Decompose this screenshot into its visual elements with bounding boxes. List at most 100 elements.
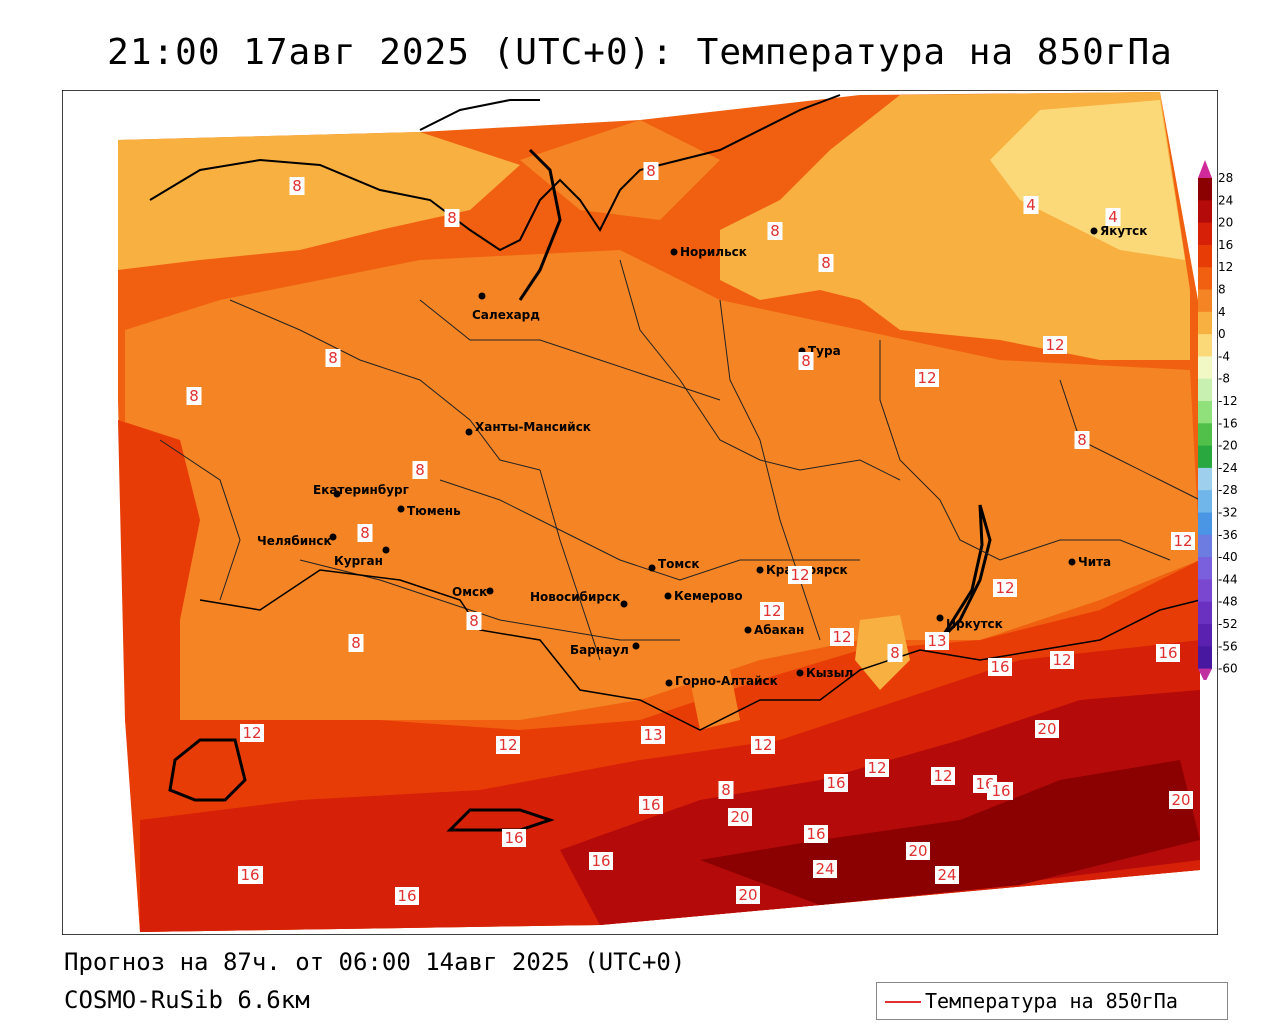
isotherm-label: 8	[1077, 431, 1087, 449]
colorbar-segment	[1198, 378, 1212, 402]
city-label: Тюмень	[407, 504, 461, 518]
colorbar-tick-label: -52	[1218, 617, 1238, 631]
mid-belt	[125, 250, 1200, 720]
city-dot	[620, 600, 628, 608]
isotherm-label: 16	[991, 782, 1010, 800]
city-dot	[465, 428, 473, 436]
colorbar-tick-label: 20	[1218, 216, 1233, 230]
isotherm-label-bg	[925, 632, 949, 650]
isotherm-label-bg	[824, 774, 848, 792]
city-label: Кемерово	[674, 589, 743, 603]
colorbar-segment	[1198, 200, 1212, 224]
colorbar-segment	[1198, 624, 1212, 647]
isotherm-label: 4	[1026, 196, 1036, 214]
city-label: Омск	[452, 585, 487, 599]
isotherm-label-bg	[240, 724, 264, 742]
isotherm-label-bg	[186, 387, 202, 405]
isotherm-label: 12	[832, 628, 851, 646]
isotherm-label-bg	[1169, 791, 1193, 809]
page-title: 21:00 17авг 2025 (UTC+0): Температура на…	[107, 32, 1173, 73]
isotherm-label-bg	[818, 254, 834, 272]
isotherm-label: 24	[815, 860, 834, 878]
isotherm-label-bg	[496, 736, 520, 754]
city-label: Горно-Алтайск	[675, 674, 778, 688]
isotherm-label-bg	[348, 634, 364, 652]
colorbar-segment	[1198, 244, 1212, 268]
isotherm-label: 12	[790, 566, 809, 584]
isotherm-label-bg	[813, 860, 837, 878]
isotherm-label: 8	[415, 461, 425, 479]
city-dot	[478, 292, 486, 300]
colorbar-tick-label: 0	[1218, 327, 1226, 341]
city-dot	[382, 546, 390, 554]
colorbar-tick-label: -44	[1218, 572, 1238, 586]
isotherm-label-bg	[931, 767, 955, 785]
isotherm-label-bg	[718, 781, 734, 799]
isotherm-label-bg	[412, 461, 428, 479]
isotherm-label-bg	[589, 852, 613, 870]
city-dot	[329, 533, 337, 541]
isotherm-label-bg	[798, 352, 814, 370]
city-dot	[670, 248, 678, 256]
isotherm-label: 20	[1037, 720, 1056, 738]
colorbar-segment	[1198, 267, 1212, 290]
city-label: Кызыл	[806, 666, 853, 680]
city-label: Тура	[808, 344, 841, 358]
isotherm-label-bg	[751, 736, 775, 754]
colorbar-segment	[1198, 467, 1212, 491]
colorbar-segment	[1198, 490, 1212, 513]
colorbar-tick-label: -4	[1218, 349, 1230, 363]
isotherm-label: 8	[189, 387, 199, 405]
isotherm-label-bg	[1156, 644, 1180, 662]
isotherm-label-bg	[915, 369, 939, 387]
colorbar-tick-label: -48	[1218, 595, 1238, 609]
isotherm-label-bg	[988, 658, 1012, 676]
isotherm-label: 24	[937, 866, 956, 884]
isotherm-label-bg	[804, 825, 828, 843]
isotherm-label: 16	[990, 658, 1009, 676]
isotherm-label: 8	[801, 352, 811, 370]
city-dot	[486, 587, 494, 595]
city-label: Барнаул	[570, 643, 629, 657]
isotherm-label-bg	[1171, 532, 1195, 550]
colorbar-segment	[1198, 334, 1212, 357]
cool-patch-baikal	[855, 615, 910, 690]
warm-zone-west	[118, 420, 200, 720]
isotherm-label: 12	[242, 724, 261, 742]
colorbar-tick-label: 8	[1218, 283, 1226, 297]
colorbar-segment	[1198, 512, 1212, 536]
isotherm-label-bg	[643, 162, 659, 180]
cooler-zone-yakutsk	[990, 100, 1185, 260]
city-label: Ханты-Мансийск	[475, 420, 591, 434]
arctic-coast	[149, 94, 841, 252]
city-label: Норильск	[680, 245, 747, 259]
city-markers: Норильск Якутск Салехард Тура Ханты-Мансийск…	[257, 224, 1147, 688]
city-label: Чита	[1078, 555, 1111, 569]
isotherm-label-bg	[1035, 720, 1059, 738]
isotherm-label: 12	[867, 759, 886, 777]
isotherm-label-bg	[887, 644, 903, 662]
colorbar-tick-label: -24	[1218, 461, 1238, 475]
city-label: Абакан	[754, 623, 804, 637]
isotherm-label: 8	[770, 222, 780, 240]
isotherm-label: 4	[1108, 208, 1118, 226]
isotherm-label-bg	[641, 726, 665, 744]
isotherm-label: 8	[469, 612, 479, 630]
isotherm-label-bg	[906, 842, 930, 860]
isotherm-labels: 8 8 8 8 8 8 4 4 8 8 8 12 8 8 8 8 12 12 12 12 12 12 12 13 13 8 12 16…	[186, 162, 1195, 905]
isotherm-label: 16	[826, 774, 845, 792]
isotherm-label-bg	[1105, 208, 1121, 226]
isotherm-label: 20	[738, 886, 757, 904]
isotherm-label-bg	[1074, 431, 1090, 449]
isotherm-label: 13	[927, 632, 946, 650]
isotherm-label-bg	[736, 886, 760, 904]
isotherm-label-bg	[466, 612, 482, 630]
city-label: Новосибирск	[530, 590, 620, 604]
isotherm-label: 8	[351, 634, 361, 652]
isotherm-label-bg	[1050, 651, 1074, 669]
colorbar: 28 24 20 16 12 8 4 0 -4 -8 -12 -16 -20 -24 -28 -32 -36 -4…	[1198, 160, 1238, 680]
city-label: Салехард	[472, 308, 540, 322]
colorbar-tick-label: -60	[1218, 662, 1238, 676]
city-dot	[744, 626, 752, 634]
isotherm-label: 16	[397, 887, 416, 905]
